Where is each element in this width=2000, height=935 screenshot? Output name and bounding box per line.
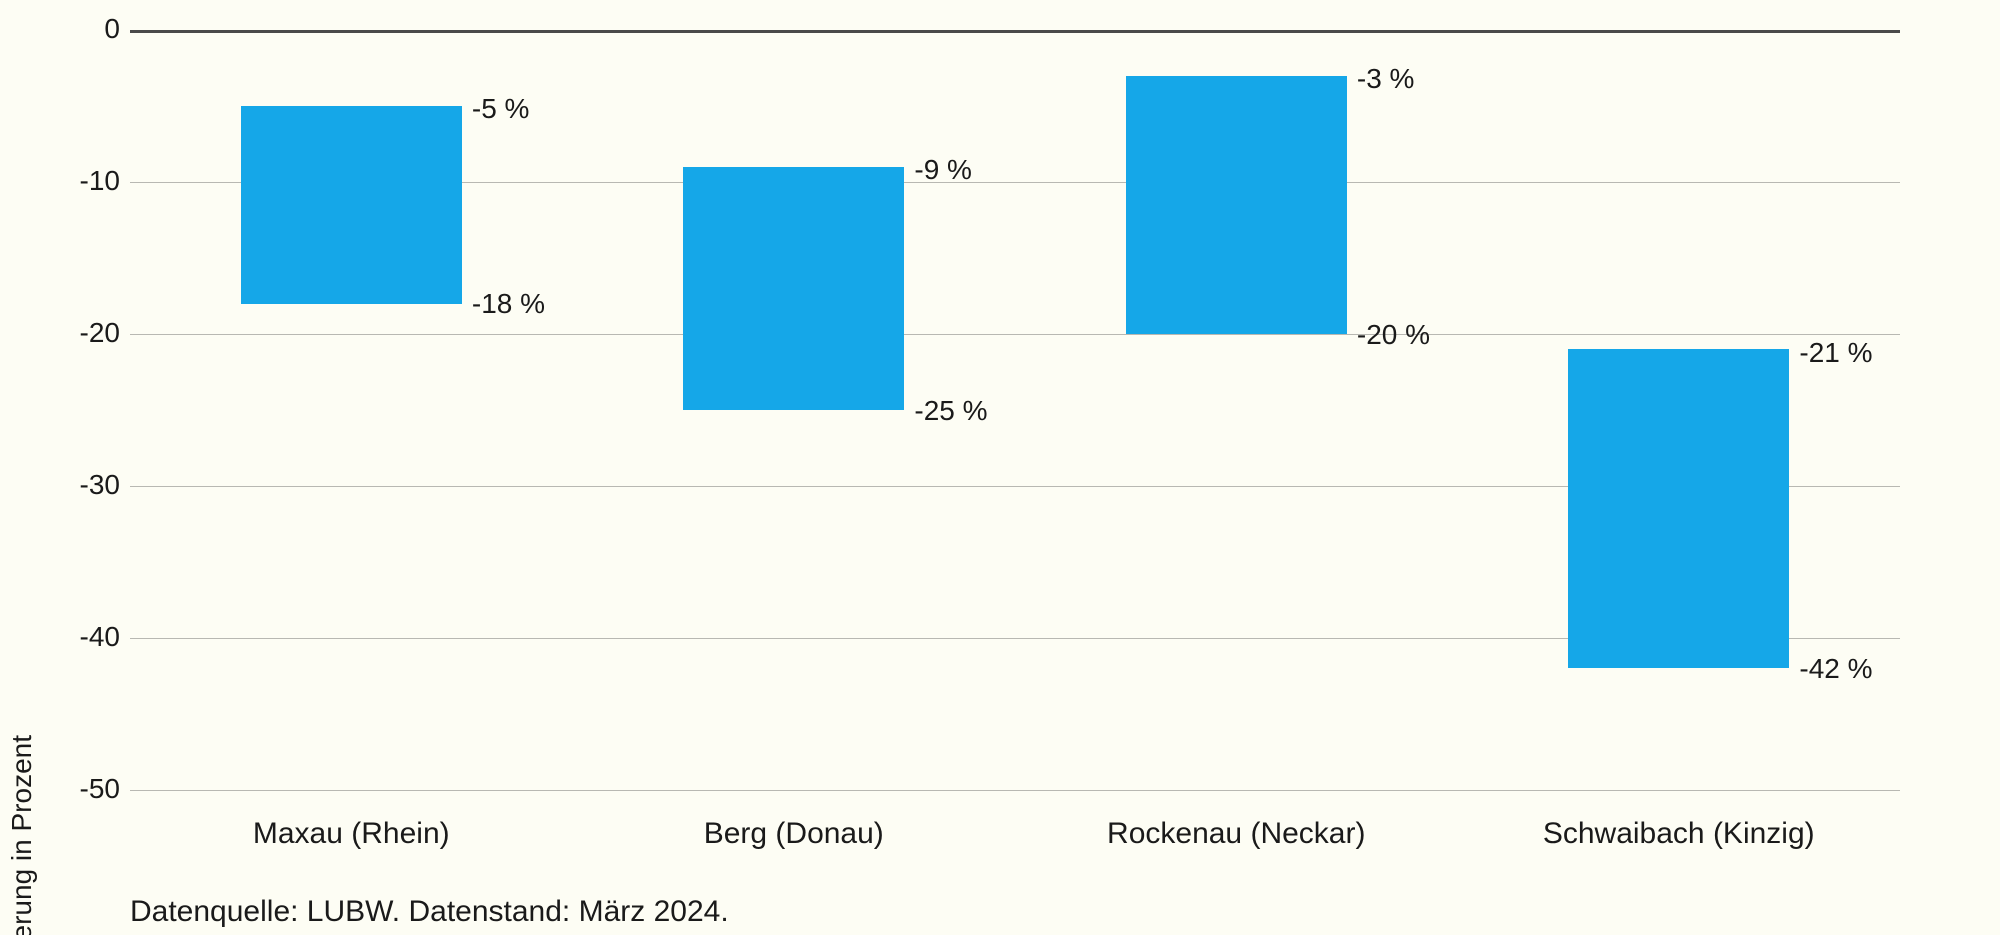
value-label-bottom: -20 % xyxy=(1357,319,1430,351)
value-label-top: -9 % xyxy=(914,154,972,186)
y-tick-label: -50 xyxy=(50,773,120,805)
category-label: Berg (Donau) xyxy=(573,817,1016,851)
gridline xyxy=(130,30,1900,33)
y-tick-label: -20 xyxy=(50,317,120,349)
value-label-top: -21 % xyxy=(1799,337,1872,369)
y-tick-label: -10 xyxy=(50,165,120,197)
value-label-bottom: -18 % xyxy=(472,288,545,320)
range-bar xyxy=(1126,76,1347,334)
chart-container: 0 -10 -20 -30 -40 -50 -5 % -18 % Maxau (Rhein) -9… xyxy=(0,0,2000,935)
gridline xyxy=(130,790,1900,791)
y-tick-label: 0 xyxy=(50,13,120,45)
value-label-top: -3 % xyxy=(1357,63,1415,95)
value-label-bottom: -42 % xyxy=(1799,653,1872,685)
range-bar xyxy=(1568,349,1789,668)
category-label: Maxau (Rhein) xyxy=(130,817,573,851)
y-tick-label: -40 xyxy=(50,621,120,653)
chart-caption: Datenquelle: LUBW. Datenstand: März 2024… xyxy=(130,895,729,929)
y-axis-title: Bandbreite der projizierten Änderung in … xyxy=(6,735,38,935)
category-label: Rockenau (Neckar) xyxy=(1015,817,1458,851)
gridline xyxy=(130,334,1900,335)
value-label-top: -5 % xyxy=(472,93,530,125)
value-label-bottom: -25 % xyxy=(914,395,987,427)
range-bar xyxy=(241,106,462,304)
category-label: Schwaibach (Kinzig) xyxy=(1458,817,1901,851)
y-tick-label: -30 xyxy=(50,469,120,501)
range-bar xyxy=(683,167,904,410)
